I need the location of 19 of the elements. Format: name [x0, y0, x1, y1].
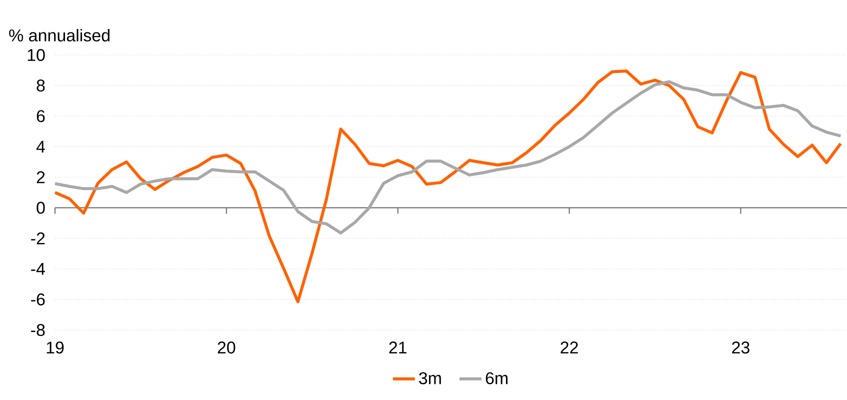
x-tick-label: 23 — [732, 342, 750, 354]
line-series — [54, 70, 842, 304]
legend-label: 6m — [486, 372, 508, 384]
legend-label: 3m — [419, 372, 441, 384]
y-tick-label: -4 — [31, 263, 45, 275]
x-tick-label: 21 — [389, 342, 406, 354]
y-tick-label: 6 — [36, 110, 45, 122]
y-axis-title: % annualised — [9, 28, 110, 42]
y-tick-label: 10 — [28, 48, 45, 62]
y-tick-label: 8 — [36, 80, 45, 92]
y-tick-label: 0 — [36, 202, 45, 214]
y-tick-label: -8 — [31, 324, 45, 336]
x-tick-label: 20 — [218, 342, 236, 354]
y-tick-label: -2 — [31, 232, 45, 244]
x-tick-label: 19 — [46, 342, 64, 354]
y-tick-label: -6 — [31, 293, 45, 306]
y-tick-label: 2 — [36, 171, 45, 184]
x-tick-label: 22 — [560, 342, 578, 354]
y-tick-label: 4 — [36, 140, 45, 153]
